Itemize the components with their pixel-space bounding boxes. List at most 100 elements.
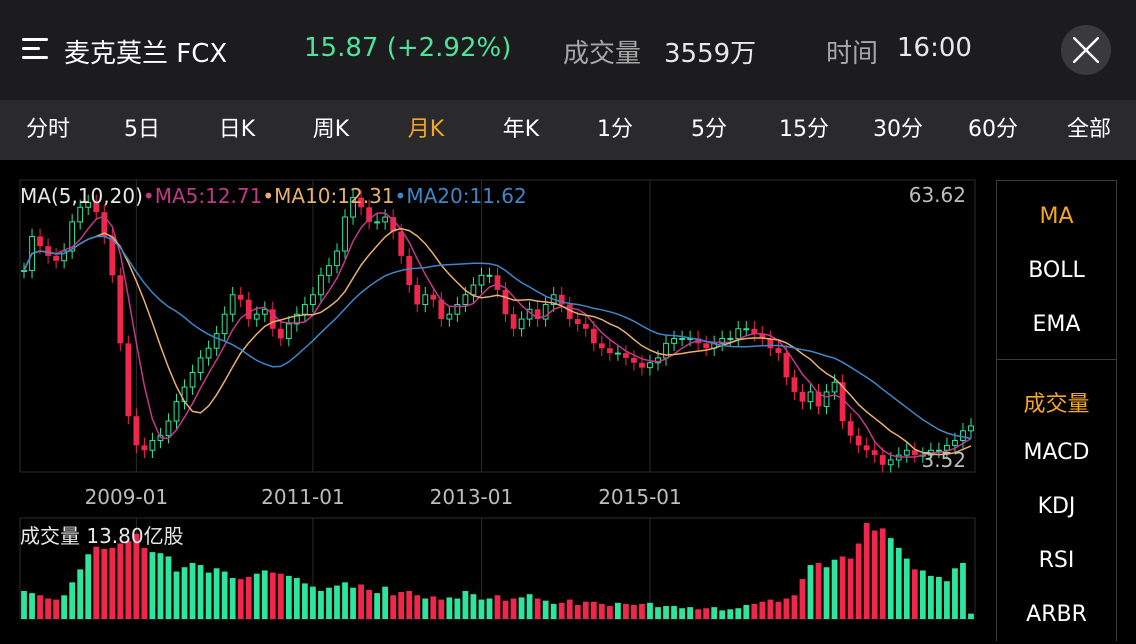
candle xyxy=(197,357,204,373)
volume-bar xyxy=(510,598,517,619)
menu-icon[interactable] xyxy=(22,36,48,62)
candle xyxy=(510,314,517,329)
candle xyxy=(767,338,774,349)
candle xyxy=(968,425,974,432)
candle xyxy=(614,352,621,355)
volume-bar xyxy=(687,607,693,619)
ma10-line xyxy=(23,227,972,456)
candle xyxy=(21,269,27,272)
candle xyxy=(911,450,918,456)
volume-bar xyxy=(21,590,27,619)
candle xyxy=(486,274,493,277)
ma5-legend: •MA5:12.71 xyxy=(143,184,262,208)
volume-bar xyxy=(189,562,196,619)
indicator-ma[interactable]: MA xyxy=(1039,204,1074,229)
candle xyxy=(454,303,461,315)
kline-chart[interactable]: MA(5,10,20) •MA5:12.71 •MA10:12.31 •MA20… xyxy=(0,160,995,640)
candle xyxy=(606,348,613,354)
candle xyxy=(903,449,910,456)
tab-9[interactable]: 15分 xyxy=(779,117,829,142)
y-min-label: 3.52 xyxy=(921,448,966,472)
volume-bar xyxy=(85,554,92,619)
candle xyxy=(414,285,421,305)
period-tabs: 分时 5日 日K 周K 月K 年K 1分 5分 15分 30分 60分 全部 xyxy=(0,100,1136,160)
volume-bar xyxy=(454,598,461,619)
candle xyxy=(245,299,252,320)
volume-bar xyxy=(919,570,926,619)
candle xyxy=(141,445,148,451)
candle xyxy=(366,207,372,222)
candle xyxy=(663,342,669,359)
indicator-rsi[interactable]: RSI xyxy=(1038,548,1075,573)
volume-bar xyxy=(767,599,774,619)
candle xyxy=(374,221,381,224)
candle xyxy=(109,236,116,276)
volume-bar xyxy=(93,546,100,619)
indicator-成交量[interactable]: 成交量 xyxy=(1023,392,1090,417)
volume-bar xyxy=(550,603,557,619)
volume-bar xyxy=(799,579,806,619)
candle xyxy=(743,328,750,331)
candle xyxy=(213,333,220,349)
candle xyxy=(574,319,581,324)
indicator-macd[interactable]: MACD xyxy=(1023,440,1090,465)
candle xyxy=(863,445,870,451)
indicator-boll[interactable]: BOLL xyxy=(1028,258,1085,283)
candle xyxy=(101,212,108,237)
tab-7[interactable]: 1分 xyxy=(597,117,633,142)
volume-bar xyxy=(318,590,324,619)
volume-bar xyxy=(791,595,798,619)
candle xyxy=(935,449,942,452)
candle xyxy=(285,323,292,339)
volume-bar xyxy=(53,599,60,619)
volume-bar xyxy=(77,569,84,619)
candle xyxy=(775,348,782,354)
volume-bar xyxy=(157,553,164,619)
candle xyxy=(85,201,92,208)
volume-bar xyxy=(406,590,413,619)
volume-bar xyxy=(293,578,300,619)
tab-3[interactable]: 日K xyxy=(218,117,256,142)
tab-11[interactable]: 60分 xyxy=(968,117,1018,142)
tab-1[interactable]: 分时 xyxy=(25,117,70,142)
tab-4[interactable]: 周K xyxy=(312,117,350,142)
candle xyxy=(823,391,830,408)
volume-bar xyxy=(831,559,838,619)
tab-12[interactable]: 全部 xyxy=(1066,117,1111,142)
close-button[interactable] xyxy=(1061,25,1111,75)
volume-bar xyxy=(960,562,966,619)
volume-bar xyxy=(69,582,76,619)
volume-bar xyxy=(887,538,894,619)
volume-label: 成交量 xyxy=(563,39,642,69)
candle xyxy=(406,255,413,286)
ma5-line xyxy=(23,212,972,458)
x-tick-label: 2015-01 xyxy=(598,485,682,509)
volume-bar xyxy=(165,556,172,619)
candle xyxy=(952,440,958,446)
candle xyxy=(751,328,758,334)
candle xyxy=(960,430,966,442)
candle xyxy=(45,246,51,256)
candle xyxy=(671,337,677,344)
candle xyxy=(502,289,509,315)
volume-bar xyxy=(542,600,549,619)
indicator-kdj[interactable]: KDJ xyxy=(1037,494,1076,519)
candle xyxy=(69,221,76,252)
candle xyxy=(855,435,862,446)
tab-2[interactable]: 5日 xyxy=(124,117,160,142)
volume-bar xyxy=(366,589,372,619)
candle xyxy=(422,294,429,305)
tab-8[interactable]: 5分 xyxy=(691,117,727,142)
volume-bar xyxy=(326,587,332,619)
candle xyxy=(807,391,814,403)
indicator-arbr[interactable]: ARBR xyxy=(1026,602,1087,627)
tab-6[interactable]: 年K xyxy=(502,117,540,142)
tab-10[interactable]: 30分 xyxy=(873,117,923,142)
tab-5[interactable]: 月K xyxy=(407,117,445,142)
volume-bar xyxy=(342,582,348,619)
volume-bar xyxy=(935,576,942,619)
candle xyxy=(679,337,685,340)
indicator-ema[interactable]: EMA xyxy=(1032,312,1081,337)
volume-bar xyxy=(807,565,814,619)
candle xyxy=(430,294,437,300)
